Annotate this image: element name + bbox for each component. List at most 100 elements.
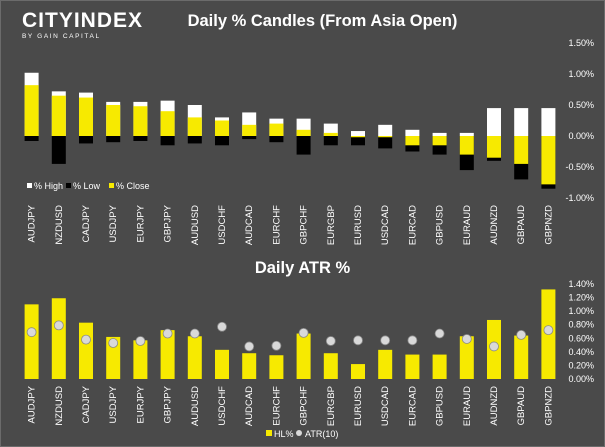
low-bar-eurchf bbox=[269, 136, 284, 143]
high-bar-usdcad bbox=[378, 124, 393, 136]
atr-legend-label-0: HL% bbox=[274, 429, 294, 439]
atr-marker-gbpaud bbox=[516, 329, 527, 340]
hl-bar-audcad bbox=[242, 353, 257, 379]
close-bar-audcad bbox=[242, 124, 257, 136]
logo-main-text: CITYINDEX bbox=[22, 9, 144, 32]
atr-marker-nzdusd bbox=[53, 320, 64, 331]
atr-xtick-audnzd: AUDNZD bbox=[489, 386, 500, 426]
atr-legend-label-1: ATR(10) bbox=[305, 429, 338, 439]
candles-ytick-1: 1.00% bbox=[568, 69, 594, 79]
candles-xtick-eurjpy: EURJPY bbox=[135, 204, 146, 242]
low-bar-audcad bbox=[242, 136, 257, 140]
atr-marker-gbpnzd bbox=[543, 325, 554, 336]
atr-marker-eurusd bbox=[353, 335, 363, 346]
close-bar-usdchf bbox=[215, 120, 229, 136]
candles-xtick-gbpusd: GBPUSD bbox=[435, 205, 446, 245]
atr-ytick-6: 0.20% bbox=[568, 360, 594, 370]
high-bar-gbpaud bbox=[514, 108, 529, 136]
close-bar-eurgbp bbox=[323, 132, 338, 136]
logo-sub-text: BY GAIN CAPITAL bbox=[22, 33, 101, 40]
atr-marker-gbpusd bbox=[434, 328, 445, 339]
close-bar-audusd bbox=[187, 117, 202, 136]
low-bar-eurjpy bbox=[133, 136, 148, 141]
atr-xtick-eurcad: EURCAD bbox=[407, 386, 418, 426]
atr-marker-usdcad bbox=[380, 335, 391, 346]
low-bar-gbpchf bbox=[296, 136, 311, 155]
cityindex-logo: CITYINDEX BY GAIN CAPITAL bbox=[22, 9, 144, 41]
close-bar-eurjpy bbox=[133, 106, 148, 136]
atr-marker-eurchf bbox=[271, 340, 282, 351]
candles-xtick-euraud: EURAUD bbox=[462, 205, 473, 245]
atr-xtick-euraud: EURAUD bbox=[462, 386, 473, 426]
candles-xtick-usdchf: USDCHF bbox=[217, 205, 228, 245]
hl-bar-audjpy bbox=[24, 304, 39, 379]
close-bar-audjpy bbox=[24, 85, 39, 136]
atr-xtick-gbpnzd: GBPNZD bbox=[543, 386, 554, 426]
atr-ytick-1: 1.20% bbox=[568, 293, 594, 303]
candles-xtick-audusd: AUDUSD bbox=[190, 205, 201, 245]
atr-xtick-eurgbp: EURGBP bbox=[326, 386, 337, 426]
high-bar-euraud bbox=[459, 132, 474, 136]
atr-legend-swatch-0 bbox=[266, 430, 272, 436]
hl-bar-usdcad bbox=[378, 349, 393, 379]
close-bar-euraud bbox=[459, 136, 474, 155]
atr-xtick-usdcad: USDCAD bbox=[380, 386, 391, 426]
close-bar-gbpnzd bbox=[541, 136, 556, 185]
atr-chart-title: Daily ATR % bbox=[254, 259, 351, 277]
atr-xtick-gbpchf: GBPCHF bbox=[299, 386, 310, 426]
atr-xtick-audusd: AUDUSD bbox=[190, 386, 201, 426]
atr-xtick-gbpjpy: GBPJPY bbox=[163, 385, 174, 423]
candles-ytick-0: 1.50% bbox=[568, 38, 594, 48]
candles-xtick-audcad: AUDCAD bbox=[244, 205, 255, 245]
hl-bar-gbpjpy bbox=[160, 330, 175, 379]
atr-xtick-audjpy: AUDJPY bbox=[27, 385, 38, 423]
candles-xtick-eurusd: EURUSD bbox=[353, 205, 364, 245]
high-bar-eurusd bbox=[351, 131, 365, 136]
candles-ytick-2: 0.50% bbox=[568, 100, 594, 110]
hl-bar-eurusd bbox=[351, 364, 365, 379]
atr-xtick-eurusd: EURUSD bbox=[353, 386, 364, 426]
low-bar-eurgbp bbox=[323, 136, 338, 146]
atr-ytick-5: 0.40% bbox=[568, 347, 594, 357]
close-bar-eurcad bbox=[405, 136, 420, 146]
close-bar-usdcad bbox=[378, 136, 393, 138]
atr-marker-audcad bbox=[244, 341, 255, 352]
low-bar-usdjpy bbox=[106, 136, 121, 143]
hl-bar-eurjpy bbox=[133, 340, 148, 379]
hl-bar-nzdusd bbox=[51, 298, 66, 379]
candles-xtick-eurchf: EURCHF bbox=[271, 205, 282, 245]
atr-xtick-gbpusd: GBPUSD bbox=[435, 386, 446, 426]
atr-marker-eurgbp bbox=[325, 336, 336, 346]
candles-legend-label-2: % Close bbox=[116, 181, 150, 191]
atr-marker-gbpchf bbox=[298, 327, 309, 338]
hl-bar-usdchf bbox=[215, 349, 229, 379]
high-bar-gbpusd bbox=[432, 132, 447, 136]
low-bar-gbpjpy bbox=[160, 136, 175, 146]
atr-marker-euraud bbox=[461, 334, 472, 344]
low-bar-usdchf bbox=[215, 136, 229, 146]
candles-legend-swatch-0 bbox=[27, 183, 32, 188]
atr-marker-cadjpy bbox=[81, 334, 91, 345]
candles-xtick-audnzd: AUDNZD bbox=[489, 205, 500, 245]
hl-bar-eurchf bbox=[269, 355, 284, 379]
close-bar-gbpusd bbox=[432, 136, 447, 146]
candles-xtick-usdcad: USDCAD bbox=[380, 205, 391, 245]
high-bar-audnzd bbox=[487, 108, 501, 136]
hl-bar-gbpchf bbox=[296, 333, 311, 379]
close-bar-audnzd bbox=[487, 136, 501, 158]
atr-marker-audnzd bbox=[489, 341, 499, 352]
hl-bar-eurgbp bbox=[323, 353, 338, 379]
candles-xtick-cadjpy: CADJPY bbox=[81, 204, 92, 242]
candles-legend-swatch-2 bbox=[109, 183, 114, 188]
candles-xtick-gbpnzd: GBPNZD bbox=[543, 205, 554, 245]
atr-marker-audjpy bbox=[26, 327, 37, 338]
atr-ytick-0: 1.40% bbox=[568, 279, 594, 289]
atr-marker-eurcad bbox=[407, 335, 418, 346]
hl-bar-audusd bbox=[187, 336, 202, 379]
low-bar-audjpy bbox=[24, 136, 39, 141]
atr-marker-audusd bbox=[189, 328, 200, 339]
atr-ytick-3: 0.80% bbox=[568, 320, 594, 330]
atr-xtick-eurchf: EURCHF bbox=[271, 386, 282, 426]
atr-marker-gbpjpy bbox=[162, 328, 173, 339]
